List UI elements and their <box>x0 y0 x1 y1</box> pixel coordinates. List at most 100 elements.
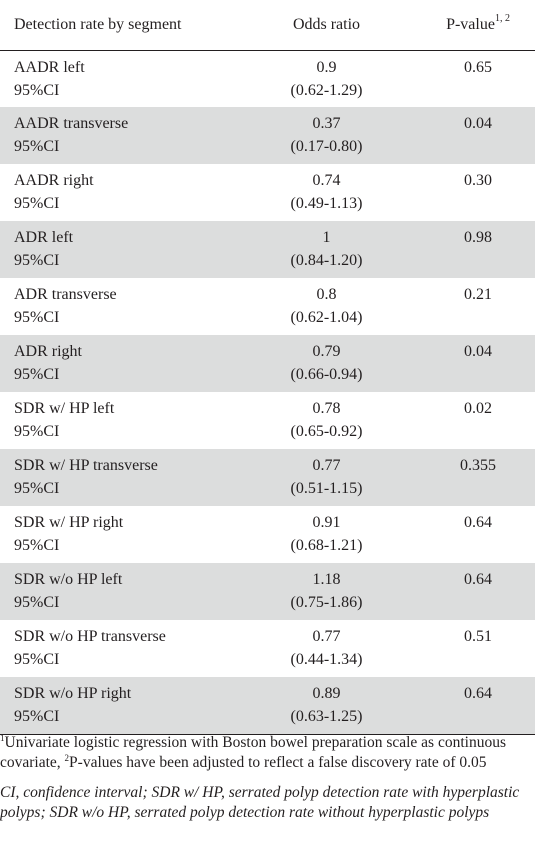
p-value-cell: 0.64 <box>464 514 492 531</box>
segment-name: ADR transverse <box>14 286 117 303</box>
odds-ratio-cell: 0.37 (0.17-0.80) <box>254 107 399 164</box>
ci-label: 95%CI <box>14 195 60 212</box>
segment-name: SDR w/o HP transverse <box>14 628 166 645</box>
confidence-interval: (0.51-1.15) <box>290 480 363 497</box>
footnote-abbreviations: CI, confidence interval; SDR w/ HP, serr… <box>0 784 520 821</box>
ci-label: 95%CI <box>14 81 60 99</box>
segment-name: AADR transverse <box>14 115 129 132</box>
segment-name: SDR w/ HP transverse <box>14 457 158 474</box>
odds-ratio-cell: 0.78 (0.65-0.92) <box>254 392 399 449</box>
ci-label: 95%CI <box>14 309 60 326</box>
ci-label: 95%CI <box>14 651 60 668</box>
odds-ratio-cell: 1.18 (0.75-1.86) <box>254 563 399 620</box>
segment-cell: SDR w/o HP right 95%CI <box>0 677 254 734</box>
ci-label: 95%CI <box>14 708 60 725</box>
odds-ratio-value: 0.89 <box>312 685 341 702</box>
segment-cell: SDR w/o HP transverse 95%CI <box>0 620 254 677</box>
p-value-cell: 0.30 <box>464 172 492 189</box>
odds-ratio-value: 0.77 <box>312 457 341 474</box>
odds-ratio-cell: 0.89 (0.63-1.25) <box>254 677 399 734</box>
table-row: SDR w/ HP transverse 95%CI 0.77 (0.51-1.15)… <box>0 449 535 506</box>
detection-rate-table: Detection rate by segment Odds ratio P-v… <box>0 13 535 734</box>
ci-label: 95%CI <box>14 138 60 155</box>
segment-cell: AADR left 95%CI <box>0 50 254 107</box>
p-value-cell: 0.65 <box>464 58 492 76</box>
table-row: AADR left 95%CI 0.9 (0.62-1.29) 0.65 <box>0 50 535 107</box>
p-value-cell: 0.64 <box>464 685 492 702</box>
segment-cell: AADR transverse 95%CI <box>0 107 254 164</box>
header-p-value-label: P-value <box>446 15 495 33</box>
segment-name: SDR w/o HP left <box>14 571 123 588</box>
odds-ratio-value: 0.91 <box>312 514 341 531</box>
table-row: ADR transverse 95%CI 0.8 (0.62-1.04) 0.21 <box>0 278 535 335</box>
confidence-interval: (0.66-0.94) <box>290 366 363 383</box>
ci-label: 95%CI <box>14 537 60 554</box>
segment-name: ADR right <box>14 343 82 360</box>
table-row: AADR right 95%CI 0.74 (0.49-1.13) 0.30 <box>0 164 535 221</box>
odds-ratio-cell: 0.8 (0.62-1.04) <box>254 278 399 335</box>
table-row: SDR w/ HP left 95%CI 0.78 (0.65-0.92) 0.02 <box>0 392 535 449</box>
segment-name: AADR left <box>14 58 85 76</box>
odds-ratio-value: 0.37 <box>312 115 341 132</box>
odds-ratio-value: 0.77 <box>312 628 341 645</box>
table-body: AADR left 95%CI 0.9 (0.62-1.29) 0.65 AADR tra… <box>0 50 535 734</box>
footnote-2-marker: 2 <box>64 752 70 763</box>
odds-ratio-value: 0.79 <box>312 343 341 360</box>
odds-ratio-value: 0.9 <box>316 58 337 76</box>
confidence-interval: (0.75-1.86) <box>290 594 363 611</box>
ci-label: 95%CI <box>14 423 60 440</box>
segment-cell: SDR w/o HP left 95%CI <box>0 563 254 620</box>
p-value-cell: 0.04 <box>464 343 492 360</box>
table-row: SDR w/o HP right 95%CI 0.89 (0.63-1.25) 0.64 <box>0 677 535 734</box>
odds-ratio-cell: 0.77 (0.44-1.34) <box>254 620 399 677</box>
table-row: AADR transverse 95%CI 0.37 (0.17-0.80) 0.04 <box>0 107 535 164</box>
p-value-cell: 0.98 <box>464 229 492 246</box>
confidence-interval: (0.68-1.21) <box>290 537 363 554</box>
confidence-interval: (0.63-1.25) <box>290 708 363 725</box>
footnote-1-text: Univariate logistic regression with Bost… <box>0 734 506 771</box>
header-segment: Detection rate by segment <box>14 15 182 33</box>
p-value-cell: 0.51 <box>464 628 492 645</box>
ci-label: 95%CI <box>14 366 60 383</box>
table-footnotes: 1Univariate logistic regression with Bos… <box>0 733 520 823</box>
p-value-cell: 0.355 <box>460 457 496 474</box>
segment-cell: SDR w/ HP transverse 95%CI <box>0 449 254 506</box>
segment-name: SDR w/ HP right <box>14 514 124 531</box>
odds-ratio-value: 1.18 <box>312 571 341 588</box>
confidence-interval: (0.44-1.34) <box>290 651 363 668</box>
segment-cell: SDR w/ HP left 95%CI <box>0 392 254 449</box>
odds-ratio-cell: 1 (0.84-1.20) <box>254 221 399 278</box>
confidence-interval: (0.49-1.13) <box>290 195 363 212</box>
odds-ratio-value: 1 <box>322 229 331 246</box>
segment-name: SDR w/ HP left <box>14 400 115 417</box>
confidence-interval: (0.65-0.92) <box>290 423 363 440</box>
odds-ratio-cell: 0.74 (0.49-1.13) <box>254 164 399 221</box>
confidence-interval: (0.62-1.04) <box>290 309 363 326</box>
segment-cell: ADR right 95%CI <box>0 335 254 392</box>
segment-name: SDR w/o HP right <box>14 685 132 702</box>
segment-cell: ADR left 95%CI <box>0 221 254 278</box>
table-row: ADR left 95%CI 1 (0.84-1.20) 0.98 <box>0 221 535 278</box>
ci-label: 95%CI <box>14 252 60 269</box>
odds-ratio-value: 0.8 <box>316 286 337 303</box>
header-p-value-footnote-marks: 1, 2 <box>494 13 510 25</box>
odds-ratio-cell: 0.79 (0.66-0.94) <box>254 335 399 392</box>
table-row: SDR w/o HP left 95%CI 1.18 (0.75-1.86) 0.64 <box>0 563 535 620</box>
table-row: SDR w/ HP right 95%CI 0.91 (0.68-1.21) 0.64 <box>0 506 535 563</box>
segment-cell: ADR transverse 95%CI <box>0 278 254 335</box>
p-value-cell: 0.64 <box>464 571 492 588</box>
odds-ratio-cell: 0.9 (0.62-1.29) <box>254 50 399 107</box>
table-row: SDR w/o HP transverse 95%CI 0.77 (0.44-1.34… <box>0 620 535 677</box>
p-value-cell: 0.21 <box>464 286 492 303</box>
footnote-methods: 1Univariate logistic regression with Bos… <box>0 733 520 773</box>
segment-cell: AADR right 95%CI <box>0 164 254 221</box>
segment-cell: SDR w/ HP right 95%CI <box>0 506 254 563</box>
footnote-2-text: P-values have been adjusted to reflect a… <box>69 754 487 771</box>
segment-name: AADR right <box>14 172 94 189</box>
table-row: ADR right 95%CI 0.79 (0.66-0.94) 0.04 <box>0 335 535 392</box>
confidence-interval: (0.62-1.29) <box>290 81 363 99</box>
footnote-1-marker: 1 <box>0 732 5 743</box>
ci-label: 95%CI <box>14 594 60 611</box>
odds-ratio-cell: 0.77 (0.51-1.15) <box>254 449 399 506</box>
